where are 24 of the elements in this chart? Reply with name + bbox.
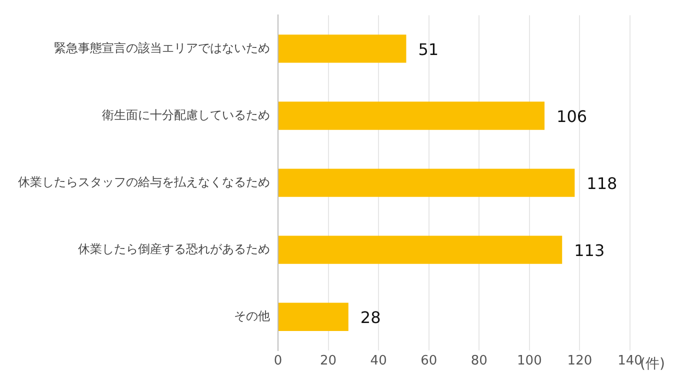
x-tick-label: 60: [420, 354, 438, 369]
x-axis-title: (件): [640, 356, 665, 372]
x-tick-label: 40: [370, 354, 387, 369]
data-label: 106: [556, 106, 588, 126]
y-tick-label: 休業したらスタッフの給与を払えなくなるため: [18, 174, 270, 189]
y-tick-label: 緊急事態宣言の該当エリアではないため: [54, 40, 270, 55]
x-tick-label: 0: [274, 354, 282, 369]
bar: [278, 168, 575, 197]
data-label: 113: [574, 240, 605, 260]
y-tick-label: その他: [234, 309, 270, 324]
y-tick-label: 休業したら倒産する恐れがあるため: [78, 242, 270, 256]
bar: [278, 236, 562, 264]
data-label: 51: [418, 40, 439, 59]
x-tick-label: 120: [567, 354, 592, 369]
bar: [278, 102, 545, 130]
data-label: 118: [586, 174, 618, 193]
x-tick-label: 80: [470, 354, 488, 369]
x-tick-label: 140: [618, 354, 642, 369]
y-tick-label: 衛生面に十分配慮しているため: [102, 108, 270, 122]
data-label: 28: [360, 308, 381, 328]
bar: [278, 302, 348, 331]
x-tick-label: 100: [517, 354, 542, 369]
bar: [278, 34, 406, 63]
x-tick-label: 20: [320, 354, 337, 369]
